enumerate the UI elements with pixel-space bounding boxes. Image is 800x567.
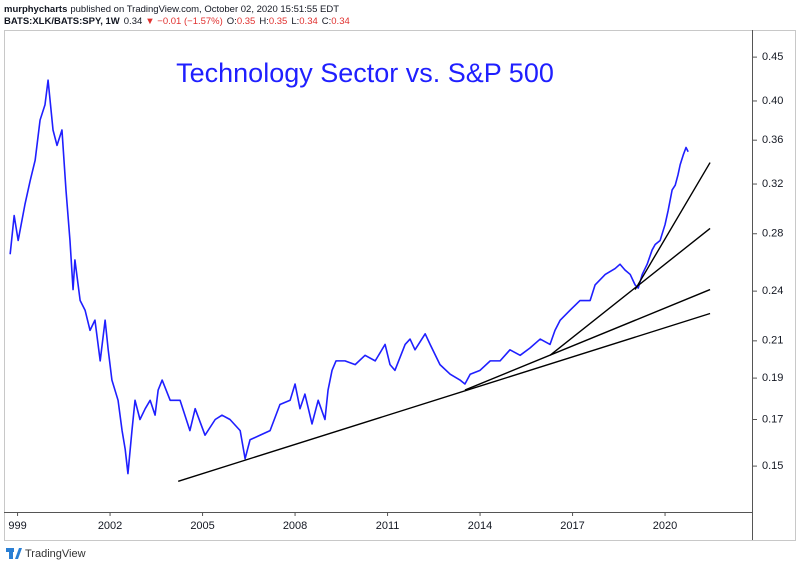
logo-part [6, 548, 14, 552]
brand: TradingView [6, 548, 86, 560]
ohlc-label: O: [227, 16, 237, 27]
y-tick-label: 0.21 [762, 335, 783, 347]
y-tick-label: 0.19 [762, 372, 783, 384]
quote-line: BATS:XLK/BATS:SPY, 1W 0.34 ▼ −0.01 (−1.57%… [4, 16, 350, 27]
trend-line [549, 227, 711, 356]
change: ▼ −0.01 (−1.57%) [145, 16, 223, 27]
y-tick-label: 0.45 [762, 51, 783, 63]
y-tick-label: 0.28 [762, 228, 783, 240]
header-line: murphycharts published on TradingView.com… [4, 4, 339, 15]
ohlc-value: 0.35 [269, 16, 288, 27]
x-tick-label: 2008 [283, 520, 307, 532]
ohlc-value: 0.34 [331, 16, 350, 27]
y-tick-label: 0.32 [762, 178, 783, 190]
x-tick-label: 2005 [190, 520, 214, 532]
trend-line [177, 312, 711, 482]
brand-name: TradingView [25, 548, 86, 560]
x-tick-label: 2020 [653, 520, 677, 532]
last: 0.34 [124, 16, 143, 27]
logo-part [15, 548, 22, 559]
frame [4, 30, 796, 541]
symbol: BATS:XLK/BATS:SPY, 1W [4, 16, 120, 27]
ohlc-value: 0.35 [237, 16, 256, 27]
trend-line [464, 288, 711, 391]
publisher: murphycharts [4, 4, 67, 15]
x-tick-label: 999 [8, 520, 26, 532]
y-tick-label: 0.15 [762, 460, 783, 472]
published-note: published on TradingView.com, October 02… [70, 4, 339, 15]
x-tick-label: 2011 [376, 520, 400, 532]
y-tick-label: 0.24 [762, 285, 783, 297]
ohlc-label: C: [322, 16, 332, 27]
ohlc-label: H: [259, 16, 269, 27]
ohlc-value: 0.34 [299, 16, 318, 27]
x-tick-label: 2017 [560, 520, 584, 532]
trend-line [634, 162, 711, 290]
y-tick-label: 0.36 [762, 134, 783, 146]
price-line [9, 79, 689, 475]
y-tick-label: 0.17 [762, 413, 783, 425]
logo-part [9, 552, 13, 559]
x-tick-label: 2002 [98, 520, 122, 532]
y-tick-label: 0.40 [762, 95, 783, 107]
plot-area [9, 79, 711, 482]
chart-title: Technology Sector vs. S&P 500 [176, 58, 554, 88]
ohlc-label: L: [291, 16, 299, 27]
x-tick-label: 2014 [468, 520, 492, 532]
